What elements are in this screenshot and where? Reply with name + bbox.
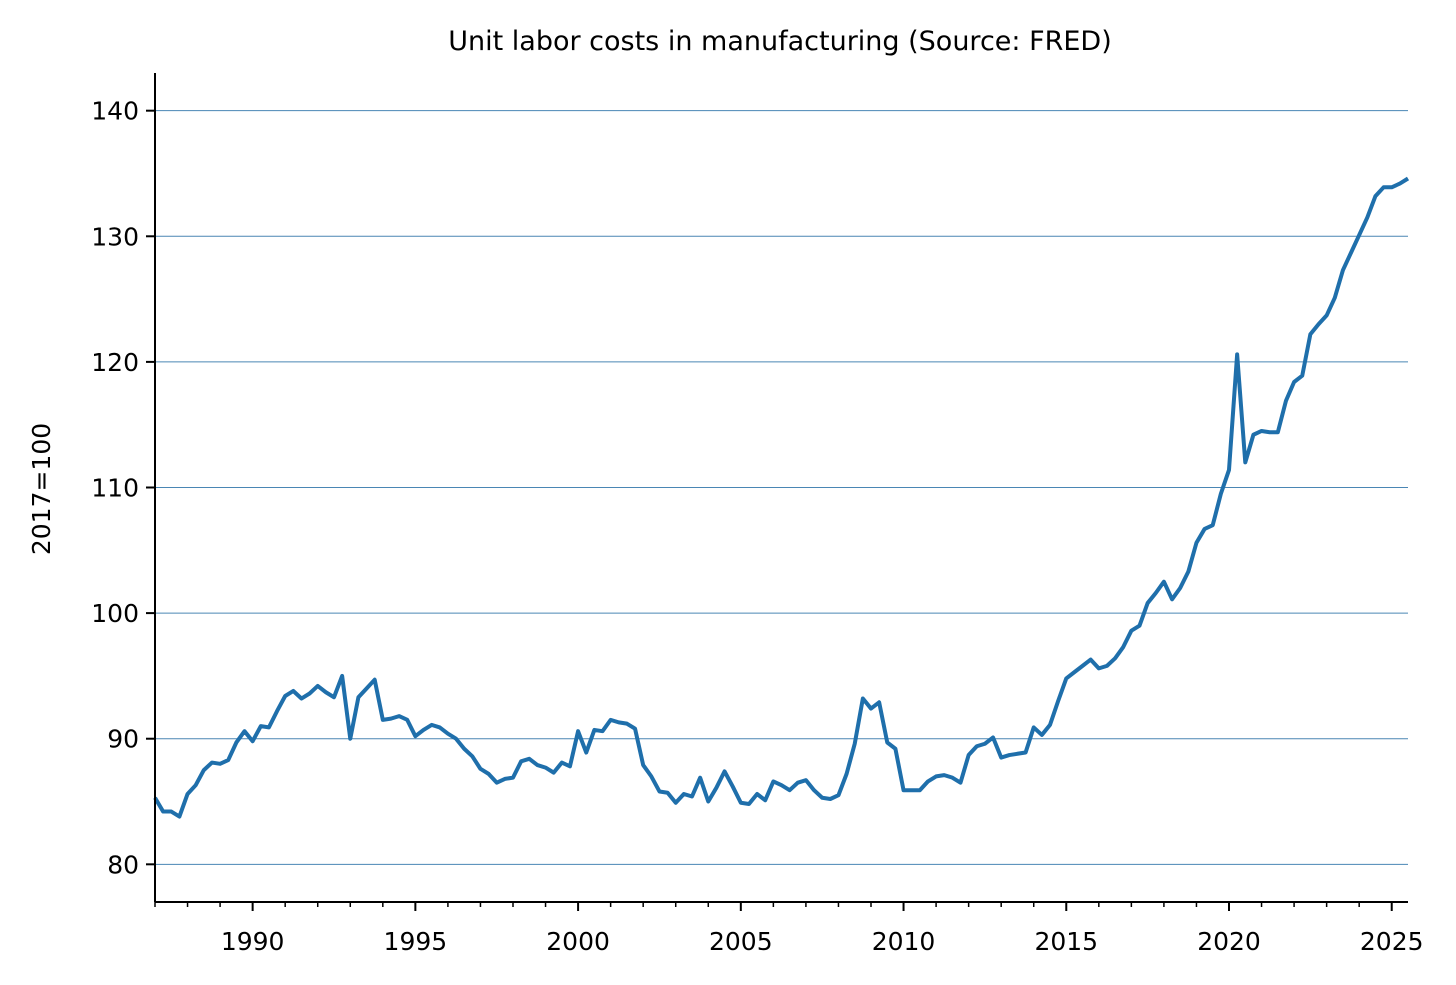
- series-layer: [153, 176, 1410, 819]
- y-tick-label: 100: [91, 599, 139, 628]
- x-tick-label: 2000: [546, 927, 610, 956]
- y-tick-label: 120: [91, 348, 139, 377]
- y-tick-label: 110: [91, 474, 139, 503]
- y-axis-label: 2017=100: [27, 423, 56, 555]
- x-tick-label: 2010: [872, 927, 936, 956]
- x-tick-label: 2025: [1360, 927, 1424, 956]
- x-tick-label: 2020: [1197, 927, 1261, 956]
- gridlines: [155, 110, 1408, 865]
- y-tick-label: 80: [107, 850, 139, 879]
- x-tick-label: 2015: [1034, 927, 1098, 956]
- ticks: 80 90 100 110 120 130 140 1990 1995 2000 2005 2010 2…: [91, 97, 1423, 956]
- y-tick-label: 140: [91, 97, 139, 126]
- x-tick-label: 2005: [709, 927, 773, 956]
- x-tick-label: 1995: [384, 927, 448, 956]
- series-line: [153, 176, 1410, 819]
- x-tick-label: 1990: [221, 927, 285, 956]
- chart-title: Unit labor costs in manufacturing (Sourc…: [448, 26, 1112, 57]
- y-tick-label: 130: [91, 222, 139, 251]
- y-tick-label: 90: [107, 725, 139, 754]
